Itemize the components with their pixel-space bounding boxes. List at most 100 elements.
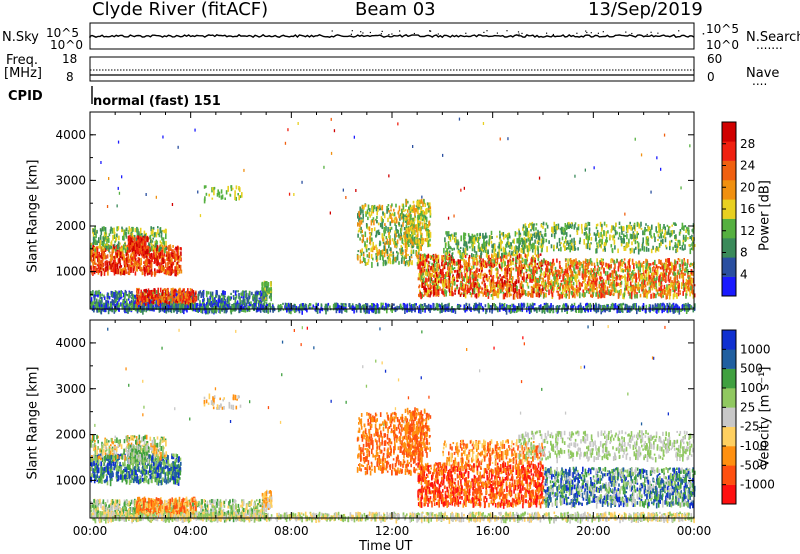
scatter-cell — [242, 296, 245, 302]
scatter-cell — [408, 229, 410, 232]
scatter-cell — [97, 294, 99, 298]
scatter-cell — [161, 265, 163, 271]
scatter-cell — [435, 256, 438, 260]
scatter-cell — [108, 296, 111, 300]
scatter-cell — [154, 252, 157, 258]
scatter-cell — [443, 291, 446, 297]
scatter-cell — [427, 289, 429, 295]
scatter-cell — [440, 277, 442, 281]
scatter-cell — [388, 234, 390, 239]
scatter-cell — [494, 285, 496, 291]
scatter-cell — [448, 274, 451, 281]
scatter-cell — [152, 226, 155, 230]
scatter-cell — [525, 254, 527, 259]
scatter-cell — [472, 254, 475, 257]
scatter-cell — [490, 274, 492, 277]
scatter-cell — [464, 273, 466, 278]
scatter-cell — [423, 260, 426, 263]
scatter-cell — [149, 299, 152, 304]
scatter-cell — [468, 266, 470, 272]
scatter-cell — [126, 271, 128, 274]
scatter-cell — [134, 300, 136, 304]
scatter-cell — [265, 295, 268, 299]
scatter-cell — [443, 266, 446, 270]
scatter-cell — [609, 290, 611, 296]
scatter-cell — [532, 266, 535, 272]
scatter-cell — [178, 269, 181, 274]
scatter-cell — [150, 268, 153, 272]
scatter-cell — [454, 236, 457, 243]
scatter-cell — [420, 233, 422, 238]
scatter-cell — [179, 255, 182, 261]
scatter-cell — [100, 298, 103, 304]
scatter-cell — [431, 262, 433, 266]
scatter-cell — [513, 294, 516, 300]
scatter-cell — [444, 274, 446, 280]
scatter-cell — [187, 293, 190, 297]
scatter-cell — [414, 215, 416, 218]
scatter-cell — [90, 265, 92, 270]
scatter-cell — [176, 308, 178, 314]
scatter-cell — [466, 262, 469, 268]
scatter-cell — [93, 252, 95, 258]
scatter-cell — [585, 285, 588, 290]
scatter-cell — [520, 263, 523, 270]
scatter-cell — [389, 228, 391, 233]
scatter-cell — [132, 226, 134, 232]
scatter-cell — [516, 254, 519, 259]
scatter-cell — [90, 291, 92, 297]
scatter-cell — [172, 245, 174, 248]
scatter-cell — [171, 268, 173, 275]
scatter-cell — [131, 248, 133, 253]
scatter-cell — [504, 247, 507, 253]
scatter-cell — [388, 232, 390, 235]
scatter-cell — [596, 258, 598, 264]
scatter-cell — [536, 232, 538, 238]
scatter-cell — [146, 236, 148, 243]
scatter-cell — [584, 258, 587, 263]
scatter-cell — [164, 288, 166, 291]
scatter-cell — [425, 287, 427, 293]
scatter-cell — [488, 257, 490, 263]
scatter-cell — [148, 270, 150, 275]
scatter-cell — [130, 232, 133, 237]
scatter-cell — [422, 210, 425, 215]
scatter-cell — [428, 287, 431, 291]
scatter-cell — [481, 243, 484, 248]
scatter-cell — [559, 265, 561, 270]
scatter-cell — [111, 248, 114, 254]
scatter-cell — [475, 253, 477, 258]
scatter-cell — [149, 260, 152, 265]
scatter-cell — [575, 280, 578, 286]
scatter-cell — [611, 258, 614, 262]
scatter-cell — [367, 216, 369, 221]
scatter-cell — [153, 232, 156, 236]
scatter-cell — [133, 237, 136, 241]
scatter-cell — [103, 226, 105, 232]
scatter-cell — [633, 263, 635, 269]
scatter-cell — [492, 282, 494, 288]
scatter-cell — [533, 276, 535, 282]
scatter-cell — [532, 293, 534, 298]
scatter-cell — [419, 277, 422, 281]
scatter-cell — [490, 267, 493, 271]
scatter-cell — [409, 238, 411, 243]
scatter-cell — [528, 265, 531, 272]
scatter-cell — [410, 256, 413, 259]
scatter-cell — [117, 258, 120, 265]
scatter-cell — [471, 288, 474, 292]
scatter-cell — [482, 233, 484, 239]
scatter-cell — [169, 244, 172, 250]
scatter-cell — [488, 239, 490, 245]
scatter-cell — [386, 257, 389, 260]
scatter-cell — [476, 267, 478, 273]
scatter-cell — [584, 265, 587, 270]
scatter-cell — [368, 248, 370, 251]
scatter-cell — [195, 290, 197, 295]
scatter-cell — [400, 245, 403, 248]
scatter-cell — [391, 238, 394, 242]
scatter-cell — [104, 227, 107, 232]
scatter-cell — [407, 200, 409, 204]
scatter-cell — [415, 253, 418, 258]
scatter-cell — [436, 262, 438, 265]
